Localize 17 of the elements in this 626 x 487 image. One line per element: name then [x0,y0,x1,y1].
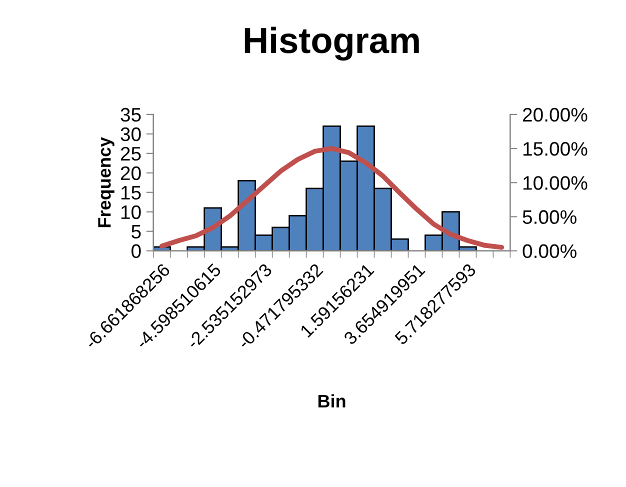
y2-tick-label: 5.00% [522,210,576,224]
y2-tick-label: 10.00% [523,176,588,190]
y2-tick-label: 15.00% [523,142,588,156]
x-axis-title: Bin [318,394,346,408]
y-tick-label: 10 [121,205,141,220]
y-axis-title: Frequency [98,137,114,228]
y2-tick-label: 20.00% [522,108,588,122]
y-tick-label: 0 [132,244,141,258]
y-tick-label: 35 [120,108,141,122]
y-tick-label: 30 [120,127,141,142]
y-tick-label: 15 [121,186,141,200]
y-tick-label: 5 [132,224,141,239]
y-tick-label: 25 [120,146,141,161]
y-tick-label: 20 [120,166,141,180]
line-series [159,146,504,250]
chart-title: Histogram [244,26,419,61]
y2-tick-label: 0.00% [522,244,576,258]
